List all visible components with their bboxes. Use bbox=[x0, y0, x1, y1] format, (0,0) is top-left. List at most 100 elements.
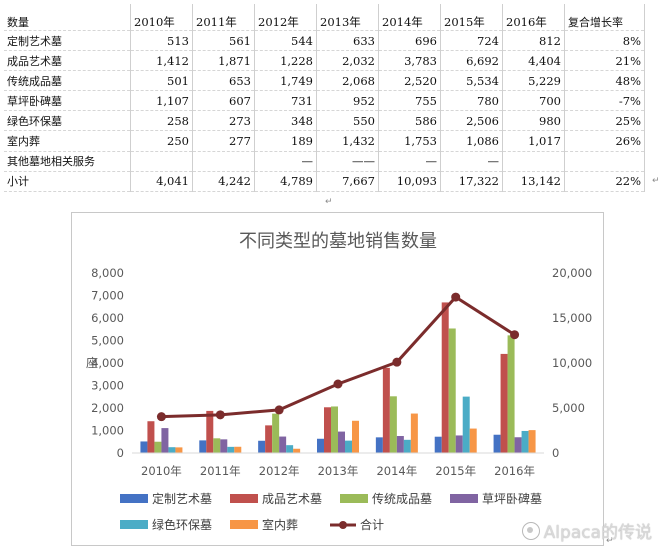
x-tick-label: 2014年 bbox=[376, 464, 417, 478]
x-tick-label: 2015年 bbox=[435, 464, 476, 478]
table-cell: 1,749 bbox=[254, 70, 317, 92]
cagr-cell: 8% bbox=[564, 30, 645, 52]
y-tick-label: 7,000 bbox=[91, 289, 124, 303]
bar bbox=[507, 335, 515, 453]
legend-swatch bbox=[230, 520, 258, 529]
legend-label: 草坪卧碑墓 bbox=[482, 491, 542, 506]
table-header-year: 2015年 bbox=[440, 4, 503, 31]
x-tick-label: 2016年 bbox=[494, 464, 535, 478]
table-cell: 731 bbox=[254, 90, 317, 112]
table-cell: 2,068 bbox=[316, 70, 379, 92]
table-row: 定制艺术墓 513 561 544 633 696 724 812 8% bbox=[4, 30, 645, 52]
bar bbox=[227, 446, 235, 453]
table-cell: 755 bbox=[378, 90, 441, 112]
bar bbox=[338, 431, 345, 453]
table-cell: 952 bbox=[316, 90, 379, 112]
table-cell: 1,107 bbox=[130, 90, 193, 112]
table-cell: 4,404 bbox=[502, 50, 565, 72]
bar bbox=[265, 425, 273, 453]
total-point bbox=[392, 357, 402, 367]
total-point bbox=[156, 412, 166, 422]
y2-tick-label: 10,000 bbox=[552, 356, 592, 370]
bar bbox=[462, 396, 470, 453]
row-label: 草坪卧碑墓 bbox=[4, 90, 131, 112]
table-header-year: 2011年 bbox=[192, 4, 255, 31]
y-tick-label: 3,000 bbox=[91, 379, 124, 393]
legend-label: 成品艺术墓 bbox=[262, 492, 322, 506]
legend-label: 传统成品墓 bbox=[372, 491, 432, 506]
y-tick-label: 4,000 bbox=[91, 356, 124, 370]
table-cell: 696 bbox=[378, 30, 441, 52]
data-table: 数量 2010年 2011年 2012年 2013年 2014年 2015年 2… bbox=[4, 4, 645, 192]
table-cell: 4,789 bbox=[254, 171, 317, 192]
bar bbox=[528, 430, 536, 453]
bar bbox=[396, 436, 404, 453]
bar bbox=[154, 441, 162, 453]
legend-label: 定制艺术墓 bbox=[152, 491, 212, 506]
bar bbox=[206, 410, 214, 453]
bar bbox=[286, 445, 294, 453]
table-header-year: 2012年 bbox=[254, 4, 317, 31]
table-row: 小计 4,041 4,242 4,789 7,667 10,093 17,322 13,142… bbox=[4, 171, 645, 192]
table-cell: 348 bbox=[254, 110, 317, 132]
bar bbox=[317, 438, 324, 453]
table-cell: — bbox=[378, 151, 441, 172]
bar bbox=[161, 428, 169, 453]
cagr-cell: 26% bbox=[564, 130, 645, 152]
bar bbox=[410, 413, 418, 453]
y2-tick-label: 5,000 bbox=[552, 401, 585, 415]
table-cell bbox=[502, 151, 565, 172]
table-cell: 700 bbox=[502, 90, 565, 112]
table-row: 传统成品墓 501 653 1,749 2,068 2,520 5,534 5,229 48% bbox=[4, 70, 645, 92]
table-row: 成品艺术墓 1,412 1,871 1,228 2,032 3,783 6,692 4,404… bbox=[4, 50, 645, 72]
bar bbox=[220, 439, 228, 453]
table-cell: 277 bbox=[192, 130, 255, 152]
y2-tick-label: 15,000 bbox=[552, 311, 592, 325]
table-cell: 3,783 bbox=[378, 50, 441, 72]
cagr-cell: -7% bbox=[564, 90, 645, 112]
table-header-year: 2016年 bbox=[502, 4, 565, 31]
table-row: 草坪卧碑墓 1,107 607 731 952 755 780 700 -7% bbox=[4, 90, 645, 112]
table-header-year: 2010年 bbox=[130, 4, 193, 31]
row-label: 传统成品墓 bbox=[4, 70, 131, 92]
chart-title: 不同类型的墓地销售数量 bbox=[239, 231, 437, 252]
bar bbox=[493, 434, 501, 453]
table-cell: 586 bbox=[378, 110, 441, 132]
bar bbox=[272, 413, 280, 453]
table-cell: 2,520 bbox=[378, 70, 441, 92]
table-cell: 6,692 bbox=[440, 50, 503, 72]
table-cell: 1,086 bbox=[440, 130, 503, 152]
legend-swatch bbox=[120, 494, 148, 503]
x-tick-label: 2010年 bbox=[141, 464, 182, 478]
table-cell: 513 bbox=[130, 30, 193, 52]
y-tick-label: 6,000 bbox=[91, 311, 124, 325]
total-point bbox=[274, 405, 284, 415]
table-row: 绿色环保墓 258 273 348 550 586 2,506 980 25% bbox=[4, 110, 645, 132]
bar bbox=[324, 407, 331, 453]
cagr-cell: 22% bbox=[564, 171, 645, 192]
table-cell: 1,412 bbox=[130, 50, 193, 72]
table-header-year: 2014年 bbox=[378, 4, 441, 31]
total-point bbox=[510, 330, 520, 340]
y-tick-label: 2,000 bbox=[91, 401, 124, 415]
bar bbox=[434, 436, 442, 453]
table-cell: 812 bbox=[502, 30, 565, 52]
table-cell: 1,017 bbox=[502, 130, 565, 152]
bar bbox=[140, 441, 148, 453]
bar bbox=[345, 440, 352, 453]
row-label: 小计 bbox=[4, 171, 131, 192]
bar bbox=[352, 420, 359, 453]
legend-label: 绿色环保墓 bbox=[152, 517, 212, 532]
legend-marker bbox=[339, 521, 347, 529]
table-cell: 17,322 bbox=[440, 171, 503, 192]
bar bbox=[234, 446, 242, 453]
total-point bbox=[215, 410, 225, 420]
bar bbox=[147, 421, 155, 453]
y-axis-label: 座 bbox=[86, 355, 98, 370]
total-point bbox=[333, 379, 343, 389]
table-cell: 2,506 bbox=[440, 110, 503, 132]
table-cell: 501 bbox=[130, 70, 193, 92]
table-header-cagr: 复合增长率 bbox=[564, 4, 645, 31]
table-cell: 633 bbox=[316, 30, 379, 52]
